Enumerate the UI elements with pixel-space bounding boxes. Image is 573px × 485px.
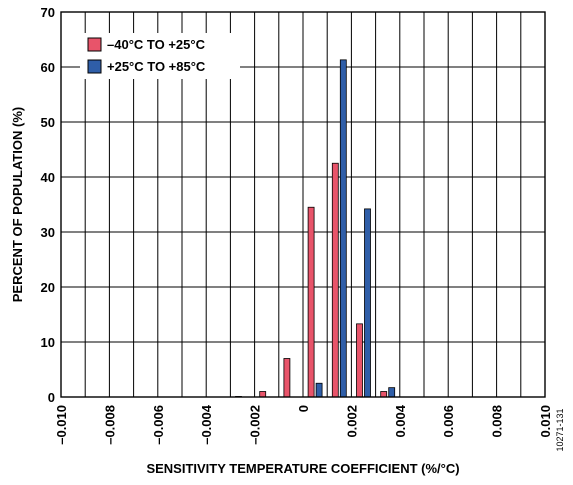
figure-id: 10271-131 [555, 408, 565, 451]
x-tick-label: –0.008 [102, 405, 117, 445]
histogram-bars [235, 59, 396, 398]
bar-series-1 [356, 323, 363, 398]
y-tick-label: 70 [41, 5, 55, 20]
x-tick-label: –0.002 [248, 405, 263, 445]
x-tick-label: 0.008 [490, 405, 505, 438]
plot-frame [60, 11, 546, 398]
bar-series-2 [339, 59, 347, 398]
y-tick-label: 60 [41, 60, 55, 75]
x-tick-label: 0.010 [538, 405, 553, 438]
bar-series-1 [307, 206, 315, 398]
bar-series-1 [259, 391, 267, 398]
x-tick-label: 0.004 [393, 404, 408, 437]
x-tick-label: 0.006 [441, 405, 456, 438]
y-tick-label: 40 [41, 170, 55, 185]
y-tick-label: 50 [41, 115, 55, 130]
x-tick-labels: –0.010 –0.008 –0.006 –0.004 –0.002 0 0.002 0.00… [54, 404, 553, 445]
legend-label-series-2: +25°C TO +85°C [107, 59, 206, 74]
x-tick-label: –0.004 [199, 404, 214, 445]
legend: –40°C TO +25°C +25°C TO +85°C [80, 33, 240, 79]
bar-series-2 [388, 387, 396, 398]
x-tick-label: –0.006 [151, 405, 166, 445]
legend-background [80, 33, 240, 79]
y-tick-label: 30 [41, 225, 55, 240]
y-tick-labels: 0 10 20 30 40 50 60 70 [41, 5, 55, 405]
y-tick-label: 20 [41, 280, 55, 295]
legend-swatch-series-2 [87, 59, 102, 74]
y-axis-title: PERCENT OF POPULATION (%) [10, 107, 25, 302]
y-tick-label: 0 [48, 390, 55, 405]
bar-series-1 [283, 358, 291, 398]
y-tick-label: 10 [41, 335, 55, 350]
bar-series-2 [364, 208, 371, 398]
x-tick-label: 0.002 [344, 405, 359, 438]
x-tick-label: –0.010 [54, 405, 69, 445]
bar-series-1 [331, 162, 339, 398]
bar-series-1 [380, 391, 388, 398]
legend-label-series-1: –40°C TO +25°C [107, 37, 206, 52]
x-axis-title: SENSITIVITY TEMPERATURE COEFFICIENT (%/°… [146, 461, 459, 476]
bar-series-2 [315, 382, 323, 398]
legend-swatch-series-1 [87, 37, 102, 52]
x-tick-label: 0 [296, 405, 311, 412]
